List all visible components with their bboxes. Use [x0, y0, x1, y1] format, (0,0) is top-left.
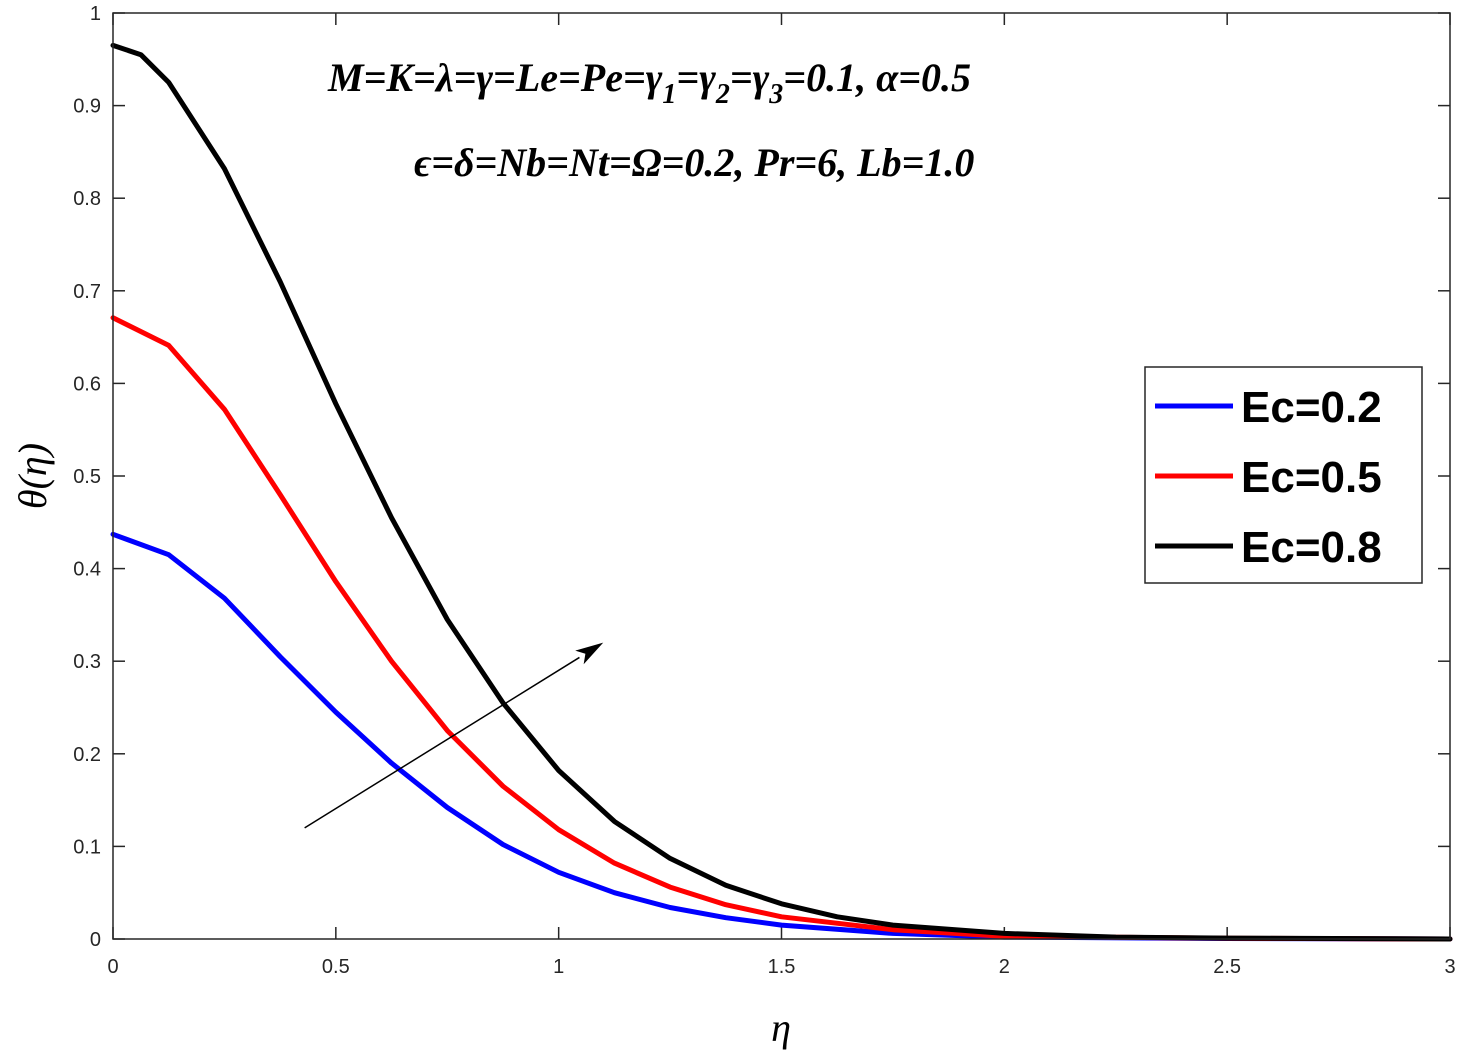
series-line-ec-0-5: [110, 315, 1453, 942]
annotation-line-1: M=K=λ=γ=Le=Pe=γ1=γ2=γ3=0.1, α=0.5: [327, 55, 971, 110]
y-tick-label: 1: [90, 3, 101, 25]
legend-label: Ec=0.5: [1241, 453, 1382, 502]
legend-items: Ec=0.2 Ec=0.5 Ec=0.8: [1155, 383, 1382, 572]
y-tick-label: 0.3: [73, 651, 101, 673]
series-line-ec-0-2: [110, 531, 1453, 942]
y-tick-label: 0.5: [73, 466, 101, 488]
y-tick-label: 0.4: [73, 559, 101, 581]
trend-arrow: [304, 642, 604, 829]
x-tick-label: 2.5: [1213, 956, 1241, 978]
legend: Ec=0.2 Ec=0.5 Ec=0.8: [1144, 366, 1423, 584]
series-lines: [110, 42, 1453, 942]
annotation-eq-2: =: [730, 55, 753, 100]
x-tick-label: 1: [553, 956, 564, 978]
arrow-head: [575, 642, 604, 665]
y-tick-label: 0.8: [73, 188, 101, 210]
annotation-sub-2: 2: [715, 79, 730, 110]
x-axis-label: η: [771, 1005, 791, 1050]
x-tick-label: 0: [107, 956, 118, 978]
plot-frame: [112, 12, 1451, 940]
legend-label: Ec=0.8: [1241, 523, 1382, 572]
y-tick-label: 0.2: [73, 744, 101, 766]
legend-label: Ec=0.2: [1241, 383, 1382, 432]
y-tick-label: 0: [90, 929, 101, 951]
y-tick-label: 0.7: [73, 281, 101, 303]
x-tick-label: 2: [999, 956, 1010, 978]
x-tick-label: 1.5: [768, 956, 796, 978]
y-tick-label: 0.6: [73, 373, 101, 395]
arrow-shaft: [304, 656, 580, 829]
annotation-sub-1: 1: [662, 79, 676, 110]
series-line-ec-0-8: [110, 42, 1453, 942]
y-axis-label: θ(η): [10, 443, 55, 509]
x-tick-label: 0.5: [322, 956, 350, 978]
annotation-gamma-2: γ: [699, 55, 716, 100]
y-tick-label: 0.1: [73, 836, 101, 858]
annotation-sub-3: 3: [768, 79, 783, 110]
annotation-line-1-tail: =0.1, α=0.5: [783, 55, 971, 100]
y-tick-label: 0.9: [73, 96, 101, 118]
annotation-line-2: ϵ=δ=Nb=Nt=Ω=0.2, Pr=6, Lb=1.0: [414, 140, 974, 185]
x-tick-label: 3: [1444, 956, 1455, 978]
annotation-gamma-3: γ: [753, 55, 770, 100]
annotation-eq-1: =: [676, 55, 699, 100]
annotation-line-1-main: M=K=λ=γ=Le=Pe=γ: [327, 55, 663, 100]
